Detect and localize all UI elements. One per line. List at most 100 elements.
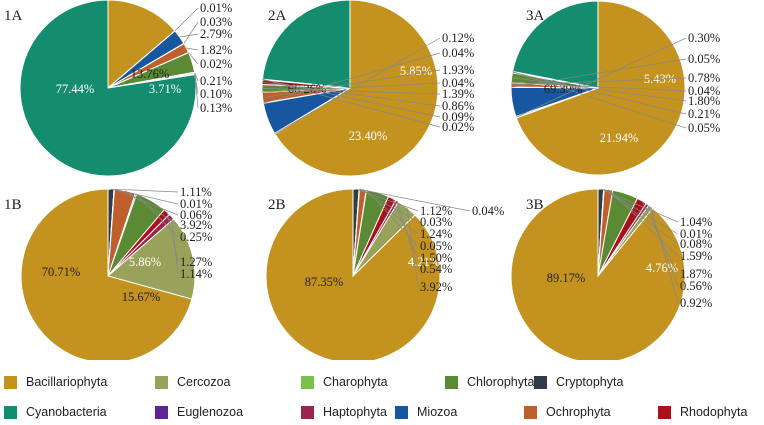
legend-label: Charophyta: [323, 375, 388, 389]
legend-item-rhodophyta: Rhodophyta: [658, 403, 747, 421]
data-label-chlorophyta: 1.80%: [688, 94, 720, 108]
data-label-rhodophyta: 1.27%: [180, 255, 212, 269]
data-label-ochrophyta: 1.82%: [200, 43, 232, 57]
data-label-bacillariophyta: 89.17%: [547, 271, 586, 285]
data-label-miozoa: 0.25%: [180, 230, 212, 244]
leader-line-haptophyta: [396, 200, 419, 270]
leader-line-ochrophyta: [124, 190, 179, 226]
leader-line-charophyta: [114, 188, 179, 205]
data-label-cryptophyta: 1.11%: [180, 185, 212, 199]
data-label-cyanobacteria: 21.94%: [600, 131, 639, 145]
leader-line-rhodophyta: [166, 211, 179, 263]
leader-line-cercozoa: [262, 78, 441, 128]
data-label-euglenozoa: 0.05%: [688, 52, 720, 66]
legend-swatch: [301, 375, 314, 389]
panel-label: 1B: [4, 197, 22, 213]
data-label-cercozoa: 15.67%: [122, 290, 161, 304]
legend-label: Cyanobacteria: [26, 405, 107, 419]
legend-label: Cercozoa: [177, 375, 231, 389]
data-label-cyanobacteria: 23.40%: [349, 129, 388, 143]
data-label-haptophyta: 1.14%: [180, 267, 212, 281]
legend-label: Rhodophyta: [680, 405, 748, 419]
data-label-rhodophyta: 0.86%: [442, 99, 474, 113]
panel-label: 2B: [268, 197, 286, 213]
data-label-chlorophyta: 5.86%: [129, 255, 161, 269]
pie-slice-cyanobacteria: [261, 0, 351, 89]
leader-line-cryptophyta: [511, 82, 687, 92]
legend-swatch: [658, 405, 671, 419]
leader-line-charophyta: [515, 37, 687, 118]
panel-label: 3A: [526, 8, 545, 24]
leader-line-haptophyta: [647, 204, 679, 287]
data-label-cercozoa: 0.92%: [680, 296, 712, 310]
data-label-rhodophyta: 1.87%: [680, 267, 712, 281]
legend-label: Bacillariophyta: [26, 375, 108, 389]
data-label-bacillariophyta: 13.76%: [131, 67, 170, 81]
leader-line-cryptophyta: [111, 188, 179, 193]
legend-swatch: [4, 375, 17, 389]
data-label-ochrophyta: 1.93%: [442, 63, 474, 77]
data-label-cryptophyta: 0.04%: [688, 84, 720, 98]
leader-line-euglenozoa: [183, 21, 199, 44]
data-label-chlorophyta: 4.21%: [408, 255, 440, 269]
pie-slice-bacillariophyta: [274, 0, 439, 177]
pie-slice-bacillariophyta: [20, 188, 193, 360]
leader-line-ochrophyta: [362, 189, 419, 235]
data-label-bacillariophyta: 70.71%: [42, 265, 81, 279]
data-label-charophyta: 0.30%: [688, 31, 720, 45]
pie-panel-3a: 3A69.39%21.94%5.43%0.30%0.05%0.78%0.04%1…: [510, 0, 720, 176]
legend-item-euglenozoa: Euglenozoa: [155, 403, 243, 421]
data-label-haptophyta: 0.05%: [688, 121, 720, 135]
data-label-charophyta: 0.01%: [680, 227, 712, 241]
data-label-bacillariophyta: 87.35%: [305, 275, 344, 289]
leader-line-rhodophyta: [262, 81, 441, 107]
data-label-chlorophyta: 3.71%: [149, 82, 181, 96]
leader-line-charophyta: [274, 37, 441, 134]
legend-item-ochrophyta: Ochrophyta: [524, 403, 611, 421]
data-label-euglenozoa: 0.08%: [680, 237, 712, 251]
legend-item-haptophyta: Haptophyta: [301, 403, 387, 421]
data-label-charophyta: 0.01%: [200, 1, 232, 15]
legend-swatch: [395, 405, 408, 419]
legend-label: Cryptophyta: [556, 375, 624, 389]
leader-line-cryptophyta: [262, 82, 441, 93]
leader-line-cercozoa: [406, 207, 419, 288]
legend-label: Chlorophyta: [467, 375, 535, 389]
pie-slice-bacillariophyta: [107, 0, 176, 90]
leader-line-ochrophyta: [262, 69, 441, 99]
leader-line-haptophyta: [171, 216, 179, 275]
leader-line-cryptophyta: [188, 52, 199, 65]
data-label-cryptophyta: 1.12%: [420, 204, 452, 218]
legend-item-charophyta: Charophyta: [301, 373, 388, 391]
pie-slice-bacillariophyta: [510, 188, 686, 360]
legend-item-cyanobacteria: Cyanobacteria: [4, 403, 107, 421]
legend-label: Haptophyta: [323, 405, 387, 419]
pie-panel-3b: 3B89.17%4.76%1.04%0.01%0.08%1.59%1.87%0.…: [510, 188, 712, 360]
chart-legend: Bacillariophyta Cercozoa Charophyta Chlorop…: [0, 360, 764, 425]
data-label-rhodophyta: 0.21%: [200, 74, 232, 88]
legend-label: Euglenozoa: [177, 405, 244, 419]
legend-item-cercozoa: Cercozoa: [155, 373, 231, 391]
leader-line-haptophyta: [262, 79, 441, 118]
leader-line-chlorophyta: [261, 88, 441, 95]
legend-item-bacillariophyta: Bacillariophyta: [4, 373, 107, 391]
leader-line-miozoa: [179, 33, 199, 38]
legend-swatch: [155, 405, 168, 419]
legend-swatch: [155, 375, 168, 389]
data-label-cercozoa: 3.92%: [420, 280, 452, 294]
leader-line-euglenozoa: [263, 52, 441, 104]
data-label-ochrophyta: 0.78%: [688, 71, 720, 85]
pie-slice-cyanobacteria: [512, 0, 599, 89]
panel-label: 2A: [268, 8, 287, 24]
legend-item-miozoa: Miozoa: [395, 403, 457, 421]
leader-line-euglenozoa: [603, 188, 679, 245]
leader-line-euglenozoa: [114, 188, 179, 216]
leader-line-ochrophyta: [608, 189, 679, 257]
data-label-ochrophyta: 1.59%: [680, 249, 712, 263]
legend-swatch: [445, 375, 458, 389]
leader-line-charophyta: [359, 188, 471, 212]
data-label-euglenozoa: 0.04%: [442, 46, 474, 60]
leader-line-ochrophyta: [186, 47, 199, 51]
